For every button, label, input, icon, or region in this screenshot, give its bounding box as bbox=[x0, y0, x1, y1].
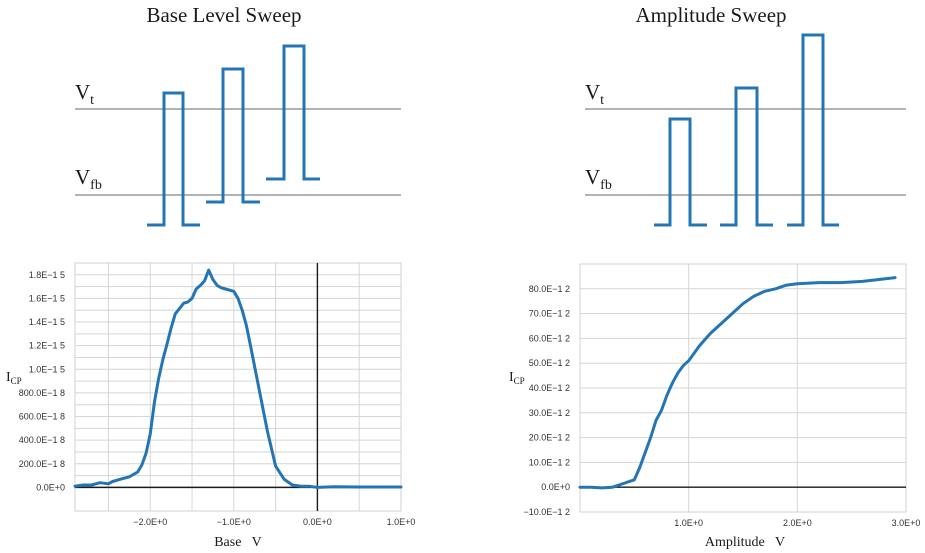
x-tick-label: 1.0E+0 bbox=[387, 517, 416, 527]
x-axis-label: Amplitude V bbox=[705, 535, 785, 550]
vfb-label: Vfb bbox=[75, 165, 102, 193]
x-tick-label: 3.0E+0 bbox=[892, 518, 921, 528]
y-tick-label: 30.0E−1 2 bbox=[529, 408, 570, 418]
y-tick-label: 1.8E−1 5 bbox=[29, 270, 65, 280]
vt-label: Vt bbox=[75, 80, 94, 108]
y-tick-label: 40.0E−1 2 bbox=[529, 383, 570, 393]
y-tick-label: 1.2E−1 5 bbox=[29, 341, 65, 351]
y-tick-label: 1.4E−1 5 bbox=[29, 317, 65, 327]
y-tick-label: 10.0E−1 2 bbox=[529, 457, 570, 467]
y-tick-label: 70.0E−1 2 bbox=[529, 309, 570, 319]
y-axis-label: ICP bbox=[6, 370, 22, 386]
pulse-3 bbox=[266, 44, 320, 181]
series-line bbox=[578, 276, 897, 490]
y-tick-label: −10.0E−1 2 bbox=[523, 507, 570, 517]
x-tick-label: −1.0E+0 bbox=[217, 517, 251, 527]
vfb-label: Vfb bbox=[585, 165, 612, 193]
y-tick-label: 20.0E−1 2 bbox=[529, 433, 570, 443]
pulse-1 bbox=[147, 91, 200, 227]
y-tick-label: 80.0E−1 2 bbox=[529, 284, 570, 294]
base-sweep-chart: −2.0E+0 −1.0E+0 0.0E+0 1.0E+0 0.0E+0 200.0E−1… bbox=[6, 262, 416, 550]
y-tick-label: 60.0E−1 2 bbox=[529, 333, 570, 343]
series-line bbox=[73, 268, 403, 489]
y-tick-label: 1.0E−1 5 bbox=[29, 364, 65, 374]
x-axis-label: Base V bbox=[214, 535, 262, 550]
pulse-2 bbox=[720, 86, 773, 227]
y-tick-label: 400.0E−1 8 bbox=[19, 435, 65, 445]
x-tick-label: 0.0E+0 bbox=[303, 517, 332, 527]
amplitude-sweep-diagram: Amplitude Sweep Vt Vfb bbox=[585, 3, 906, 227]
diagram-title-base-level-sweep: Base Level Sweep bbox=[146, 3, 301, 27]
pulse-3 bbox=[787, 33, 839, 227]
amplitude-sweep-chart: 1.0E+0 2.0E+0 3.0E+0 −10.0E−1 2 0.0E+0 10.0E−… bbox=[509, 263, 921, 550]
y-tick-label: 600.0E−1 8 bbox=[19, 412, 65, 422]
y-axis-label: ICP bbox=[509, 370, 525, 386]
diagram-title-amplitude-sweep: Amplitude Sweep bbox=[635, 3, 786, 27]
x-tick-label: 2.0E+0 bbox=[783, 518, 812, 528]
y-tick-label: 200.0E−1 8 bbox=[19, 459, 65, 469]
y-tick-label: 0.0E+0 bbox=[36, 482, 65, 492]
y-tick-label: 0.0E+0 bbox=[541, 482, 570, 492]
y-tick-label: 1.6E−1 5 bbox=[29, 293, 65, 303]
vt-label: Vt bbox=[585, 80, 604, 108]
pulse-1 bbox=[654, 117, 707, 227]
pulse-2 bbox=[206, 67, 260, 204]
x-tick-label: 1.0E+0 bbox=[674, 518, 703, 528]
x-tick-label: −2.0E+0 bbox=[133, 517, 167, 527]
y-tick-label: 800.0E−1 8 bbox=[19, 388, 65, 398]
y-tick-label: 50.0E−1 2 bbox=[529, 358, 570, 368]
base-level-sweep-diagram: Base Level Sweep Vt Vfb bbox=[75, 3, 401, 227]
